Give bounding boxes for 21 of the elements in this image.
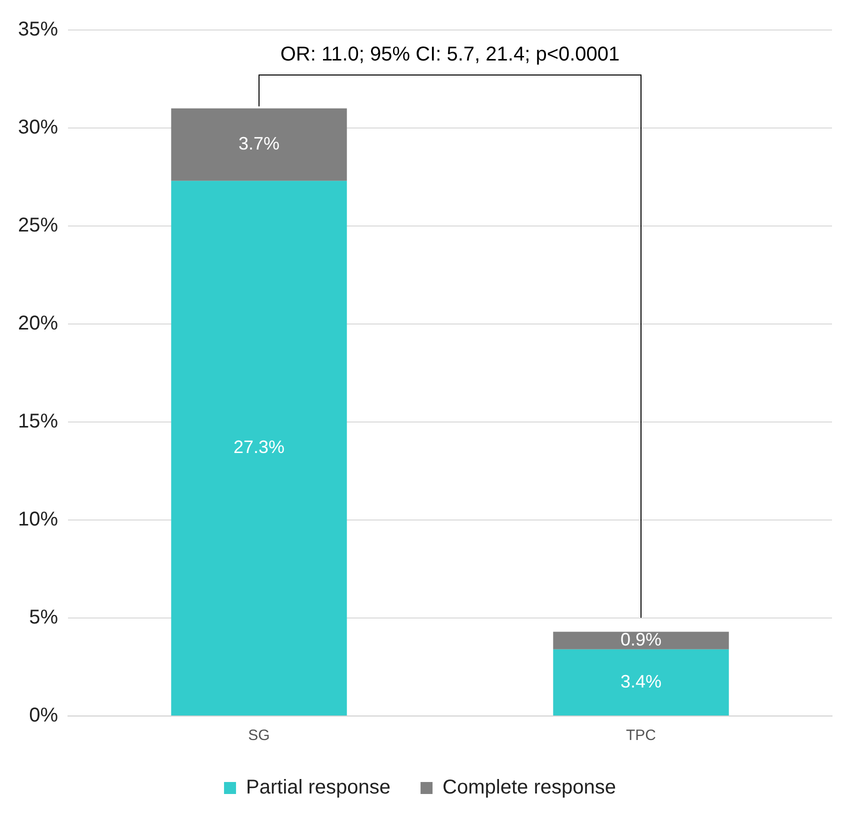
data-label: 3.4% xyxy=(620,671,662,692)
y-tick-label: 25% xyxy=(18,214,58,237)
x-tick-label: TPC xyxy=(626,727,656,744)
legend-label: Complete response xyxy=(442,776,616,799)
annotation: OR: 11.0; 95% CI: 5.7, 21.4; p<0.0001 xyxy=(280,44,620,66)
bar xyxy=(553,632,729,650)
data-label: 0.9% xyxy=(620,630,662,650)
y-tick-label: 15% xyxy=(18,410,58,433)
y-tick-label: 10% xyxy=(18,508,58,531)
y-tick-label: 30% xyxy=(18,116,58,139)
legend-label: Partial response xyxy=(246,776,391,799)
y-tick-label: 20% xyxy=(18,312,58,335)
bar xyxy=(171,180,347,716)
data-label: 3.7% xyxy=(238,134,280,154)
y-tick-label: 35% xyxy=(18,18,58,41)
bar xyxy=(171,108,347,181)
y-tick-label: 5% xyxy=(29,606,58,629)
bar xyxy=(553,649,729,716)
data-label: 27.3% xyxy=(234,437,285,458)
y-tick-label: 0% xyxy=(29,704,58,727)
x-tick-label: SG xyxy=(248,727,270,744)
